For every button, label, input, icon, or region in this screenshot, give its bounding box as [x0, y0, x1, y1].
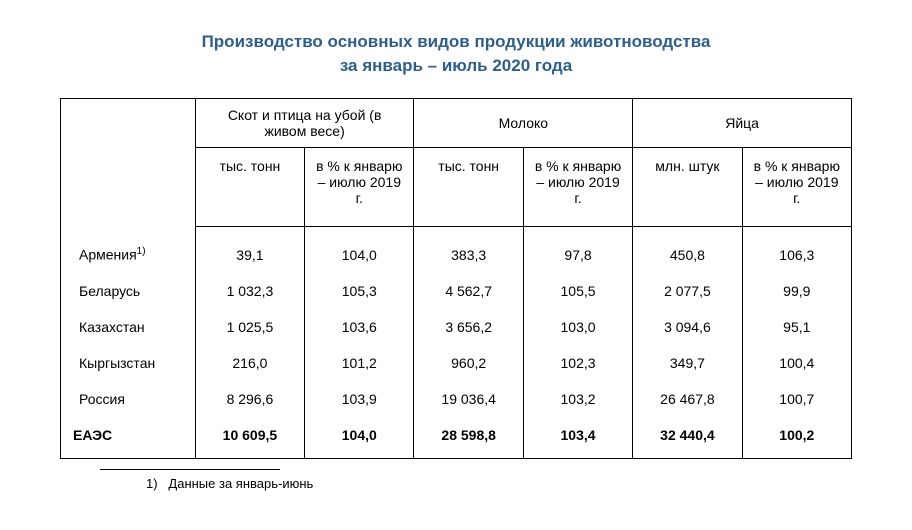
header-group-milk: Молоко: [414, 98, 633, 147]
cell-value: 104,0: [305, 417, 414, 459]
footnote: 1) Данные за январь-июнь: [100, 476, 852, 491]
title-line-1: Производство основных видов продукции жи…: [202, 32, 711, 51]
country-name: Кыргызстан: [61, 345, 196, 381]
subheader-milk-tons: тыс. тонн: [414, 147, 523, 226]
cell-value: 2 077,5: [633, 273, 742, 309]
cell-value: 103,4: [523, 417, 632, 459]
cell-value: 103,0: [523, 309, 632, 345]
cell-value: 1 025,5: [195, 309, 304, 345]
cell-value: 450,8: [633, 226, 742, 273]
cell-value: 349,7: [633, 345, 742, 381]
cell-value: 103,6: [305, 309, 414, 345]
footnote-separator: [100, 469, 280, 470]
cell-value: 3 094,6: [633, 309, 742, 345]
cell-value: 95,1: [742, 309, 851, 345]
cell-value: 8 296,6: [195, 381, 304, 417]
cell-value: 4 562,7: [414, 273, 523, 309]
table-row: Россия8 296,6103,919 036,4103,226 467,81…: [61, 381, 852, 417]
subheader-milk-pct: в % к январю – июлю 2019 г.: [523, 147, 632, 226]
cell-value: 3 656,2: [414, 309, 523, 345]
table-row: Армения1)39,1104,0383,397,8450,8106,3: [61, 226, 852, 273]
cell-value: 106,3: [742, 226, 851, 273]
subheader-eggs-mln: млн. штук: [633, 147, 742, 226]
footnote-number: 1): [146, 476, 158, 491]
country-name: Армения1): [61, 226, 196, 273]
cell-value: 100,7: [742, 381, 851, 417]
cell-value: 105,5: [523, 273, 632, 309]
cell-value: 383,3: [414, 226, 523, 273]
subheader-livestock-tons: тыс. тонн: [195, 147, 304, 226]
footnote-ref: 1): [137, 246, 146, 257]
header-group-eggs: Яйца: [633, 98, 852, 147]
cell-value: 103,2: [523, 381, 632, 417]
cell-value: 28 598,8: [414, 417, 523, 459]
footnote-text: Данные за январь-июнь: [168, 476, 313, 491]
table-row: Кыргызстан216,0101,2960,2102,3349,7100,4: [61, 345, 852, 381]
cell-value: 39,1: [195, 226, 304, 273]
cell-value: 102,3: [523, 345, 632, 381]
cell-value: 105,3: [305, 273, 414, 309]
cell-value: 100,4: [742, 345, 851, 381]
table-row-total: ЕАЭС10 609,5104,028 598,8103,432 440,410…: [61, 417, 852, 459]
table-row: Беларусь1 032,3105,34 562,7105,52 077,59…: [61, 273, 852, 309]
country-name: Беларусь: [61, 273, 196, 309]
cell-value: 960,2: [414, 345, 523, 381]
cell-value: 104,0: [305, 226, 414, 273]
cell-value: 99,9: [742, 273, 851, 309]
header-blank: [61, 98, 196, 226]
cell-value: 103,9: [305, 381, 414, 417]
header-group-livestock: Скот и птица на убой (в живом весе): [195, 98, 414, 147]
cell-value: 216,0: [195, 345, 304, 381]
cell-value: 97,8: [523, 226, 632, 273]
production-table: Скот и птица на убой (в живом весе) Моло…: [60, 98, 852, 459]
table-row: Казахстан1 025,5103,63 656,2103,03 094,6…: [61, 309, 852, 345]
country-name: Казахстан: [61, 309, 196, 345]
cell-value: 1 032,3: [195, 273, 304, 309]
cell-value: 32 440,4: [633, 417, 742, 459]
title-line-2: за январь – июль 2020 года: [340, 56, 572, 75]
subheader-eggs-pct: в % к январю – июлю 2019 г.: [742, 147, 851, 226]
cell-value: 26 467,8: [633, 381, 742, 417]
total-label: ЕАЭС: [61, 417, 196, 459]
cell-value: 10 609,5: [195, 417, 304, 459]
country-name: Россия: [61, 381, 196, 417]
subheader-livestock-pct: в % к январю – июлю 2019 г.: [305, 147, 414, 226]
cell-value: 100,2: [742, 417, 851, 459]
page-title: Производство основных видов продукции жи…: [60, 30, 852, 78]
cell-value: 101,2: [305, 345, 414, 381]
cell-value: 19 036,4: [414, 381, 523, 417]
